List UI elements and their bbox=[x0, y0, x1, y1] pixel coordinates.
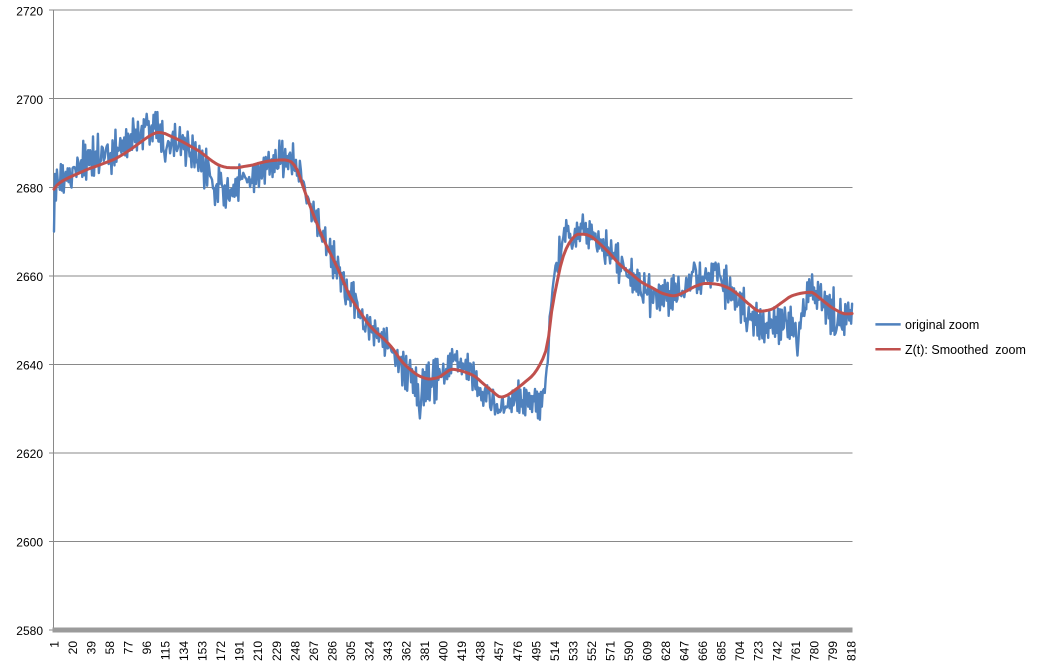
svg-text:2680: 2680 bbox=[16, 181, 43, 195]
svg-text:457: 457 bbox=[492, 641, 506, 661]
svg-text:742: 742 bbox=[770, 641, 784, 661]
svg-text:780: 780 bbox=[807, 641, 821, 661]
svg-text:115: 115 bbox=[159, 641, 173, 660]
svg-text:609: 609 bbox=[641, 641, 655, 661]
svg-text:381: 381 bbox=[418, 641, 432, 661]
svg-text:2720: 2720 bbox=[16, 4, 43, 18]
svg-text:514: 514 bbox=[548, 641, 562, 661]
svg-text:476: 476 bbox=[511, 641, 525, 661]
svg-text:77: 77 bbox=[121, 641, 135, 655]
svg-text:2700: 2700 bbox=[16, 93, 43, 107]
svg-text:419: 419 bbox=[455, 641, 469, 661]
svg-text:400: 400 bbox=[437, 641, 451, 661]
svg-text:799: 799 bbox=[826, 641, 840, 661]
svg-text:343: 343 bbox=[381, 641, 395, 661]
svg-text:2640: 2640 bbox=[16, 358, 43, 372]
svg-text:267: 267 bbox=[307, 641, 321, 661]
svg-text:229: 229 bbox=[270, 641, 284, 661]
svg-text:96: 96 bbox=[140, 641, 154, 655]
svg-text:248: 248 bbox=[288, 641, 302, 661]
svg-text:39: 39 bbox=[84, 641, 98, 655]
svg-text:704: 704 bbox=[733, 641, 747, 661]
svg-text:58: 58 bbox=[103, 641, 117, 655]
svg-text:571: 571 bbox=[603, 641, 617, 661]
svg-text:818: 818 bbox=[844, 641, 858, 661]
svg-text:305: 305 bbox=[344, 641, 358, 661]
svg-text:628: 628 bbox=[659, 641, 673, 661]
svg-text:153: 153 bbox=[196, 641, 210, 661]
svg-text:210: 210 bbox=[251, 641, 265, 661]
svg-text:324: 324 bbox=[362, 641, 376, 661]
svg-text:original zoom: original zoom bbox=[905, 318, 979, 332]
svg-text:533: 533 bbox=[566, 641, 580, 661]
svg-text:1: 1 bbox=[47, 641, 61, 648]
svg-text:134: 134 bbox=[177, 641, 191, 661]
svg-text:590: 590 bbox=[622, 641, 636, 661]
svg-text:552: 552 bbox=[585, 641, 599, 661]
svg-text:666: 666 bbox=[696, 641, 710, 661]
svg-text:191: 191 bbox=[233, 641, 247, 661]
svg-text:438: 438 bbox=[474, 641, 488, 661]
svg-text:647: 647 bbox=[678, 641, 692, 661]
svg-text:495: 495 bbox=[529, 641, 543, 661]
svg-text:685: 685 bbox=[715, 641, 729, 661]
svg-text:723: 723 bbox=[752, 641, 766, 661]
svg-text:Z(t): Smoothed zoom: Z(t): Smoothed zoom bbox=[905, 343, 1026, 357]
svg-text:20: 20 bbox=[66, 641, 80, 655]
svg-text:2620: 2620 bbox=[16, 447, 43, 461]
svg-text:172: 172 bbox=[214, 641, 228, 661]
svg-text:286: 286 bbox=[325, 641, 339, 661]
svg-text:761: 761 bbox=[789, 641, 803, 661]
svg-text:2660: 2660 bbox=[16, 270, 43, 284]
svg-text:2580: 2580 bbox=[16, 624, 43, 638]
svg-text:362: 362 bbox=[400, 641, 414, 661]
svg-text:2600: 2600 bbox=[16, 536, 43, 550]
